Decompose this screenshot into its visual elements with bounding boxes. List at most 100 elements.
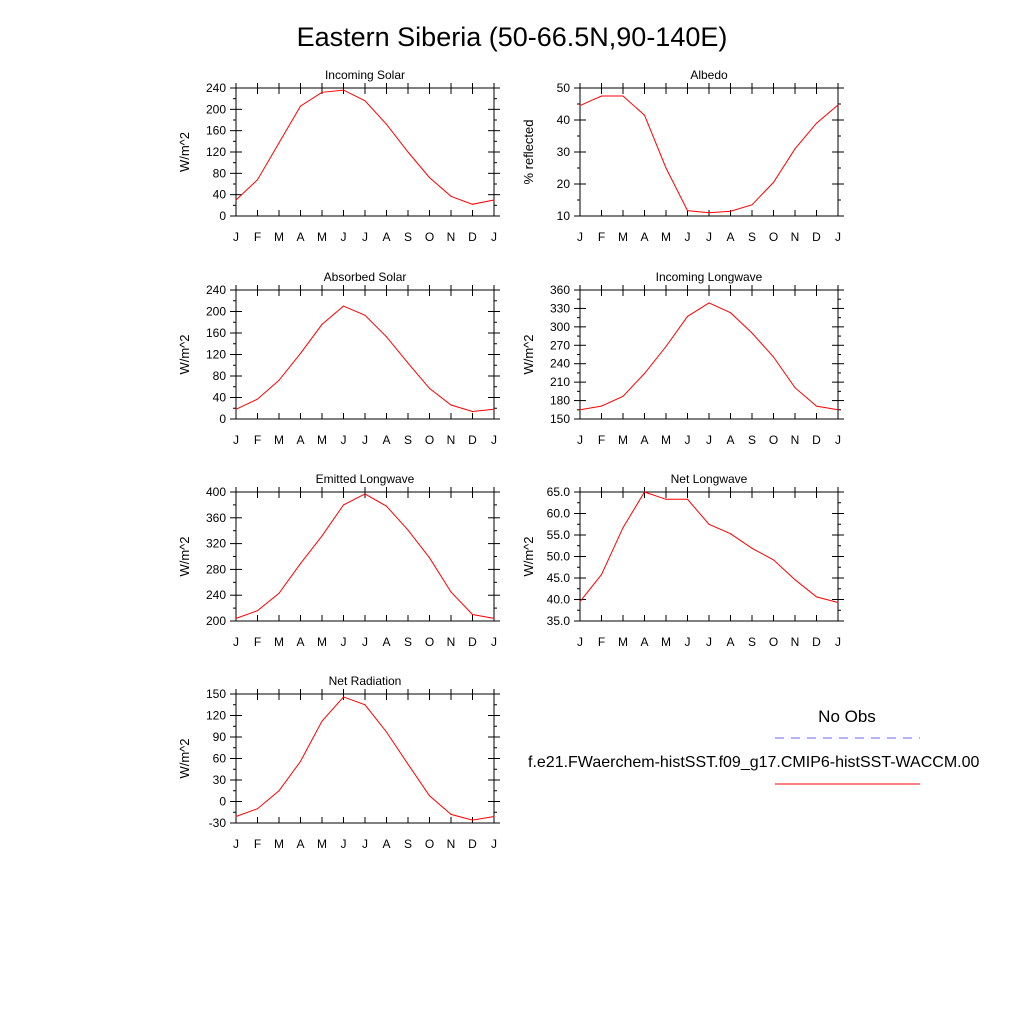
y-tick-label: 0 (219, 412, 226, 426)
series-line (235, 493, 495, 619)
data-point (622, 95, 624, 97)
x-tick-label: J (341, 635, 347, 649)
data-point (665, 167, 667, 169)
data-point (837, 409, 839, 411)
y-axis-label: W/m^2 (521, 334, 536, 374)
data-point (386, 505, 387, 507)
x-tick-label: S (404, 433, 412, 447)
x-tick-label: N (791, 230, 800, 244)
data-point (665, 346, 667, 347)
x-tick-label: M (661, 433, 671, 447)
panel-title: Net Longwave (671, 472, 748, 486)
x-tick-label: M (661, 230, 671, 244)
x-tick-label: J (362, 635, 368, 649)
x-tick-label: D (468, 837, 477, 851)
data-point (816, 122, 817, 124)
x-tick-label: J (706, 635, 712, 649)
data-point (407, 529, 409, 531)
data-point (364, 704, 366, 706)
data-point (751, 332, 753, 334)
data-point (407, 151, 409, 153)
x-tick-label: N (791, 635, 800, 649)
plot-frame (579, 289, 839, 420)
data-point (300, 105, 301, 107)
data-point (257, 179, 258, 181)
y-tick-label: 200 (206, 305, 226, 319)
data-point (257, 398, 258, 400)
data-point (386, 336, 387, 338)
data-point (472, 411, 473, 412)
data-point (235, 816, 237, 817)
x-tick-label: F (254, 230, 261, 244)
y-tick-label: 240 (206, 81, 226, 95)
x-tick-label: D (468, 230, 477, 244)
data-point (321, 323, 323, 325)
y-tick-label: 150 (206, 687, 226, 701)
series-line (235, 89, 495, 205)
x-tick-label: A (382, 230, 390, 244)
x-tick-label: J (362, 433, 368, 447)
x-tick-label: M (274, 837, 284, 851)
y-tick-label: 80 (213, 166, 227, 180)
y-tick-label: 330 (550, 301, 570, 315)
data-point (773, 356, 774, 358)
data-point (407, 362, 409, 364)
data-point (794, 387, 796, 389)
data-point (579, 601, 581, 603)
series-line (579, 302, 839, 411)
x-tick-label: J (233, 433, 239, 447)
y-axis-label: % reflected (521, 119, 536, 184)
x-tick-label: M (317, 837, 327, 851)
x-tick-label: M (618, 230, 628, 244)
x-tick-label: D (468, 433, 477, 447)
x-tick-label: A (640, 230, 648, 244)
x-tick-label: J (491, 837, 497, 851)
y-tick-label: 160 (206, 326, 226, 340)
y-tick-label: 60 (213, 752, 227, 766)
x-tick-label: O (425, 837, 434, 851)
panel-title: Net Radiation (329, 674, 402, 688)
data-point (472, 203, 473, 205)
x-tick-label: D (812, 635, 821, 649)
y-tick-label: 360 (206, 511, 226, 525)
data-point (364, 493, 366, 495)
x-tick-label: J (233, 230, 239, 244)
data-point (343, 305, 344, 307)
data-point (386, 731, 387, 733)
y-tick-label: 50 (557, 81, 571, 95)
x-tick-label: A (296, 433, 304, 447)
x-tick-label: M (618, 635, 628, 649)
data-point (601, 574, 602, 576)
legend: No Obs f.e21.FWaerchem-histSST.f09_g17.C… (528, 707, 980, 785)
x-tick-label: J (835, 433, 841, 447)
x-tick-label: J (341, 433, 347, 447)
x-tick-label: S (748, 433, 756, 447)
data-point (837, 602, 839, 603)
x-tick-label: J (491, 230, 497, 244)
data-point (364, 100, 366, 102)
data-point (579, 105, 581, 107)
data-point (730, 210, 731, 212)
x-tick-label: O (769, 433, 778, 447)
y-tick-label: 400 (206, 485, 226, 499)
y-tick-label: 160 (206, 124, 226, 138)
x-tick-label: J (362, 230, 368, 244)
data-point (429, 387, 430, 389)
y-tick-label: 200 (206, 102, 226, 116)
data-point (601, 95, 602, 97)
data-point (794, 579, 796, 581)
x-tick-label: J (577, 433, 583, 447)
data-point (386, 123, 387, 125)
data-point (794, 148, 796, 150)
panel-title: Incoming Solar (325, 68, 405, 82)
data-point (472, 614, 473, 615)
x-tick-label: J (233, 635, 239, 649)
x-tick-label: M (618, 433, 628, 447)
y-axis-label: W/m^2 (521, 536, 536, 576)
data-point (321, 720, 323, 722)
series-line (579, 491, 839, 603)
panel-title: Emitted Longwave (316, 472, 415, 486)
data-point (235, 617, 237, 619)
data-point (321, 91, 323, 93)
